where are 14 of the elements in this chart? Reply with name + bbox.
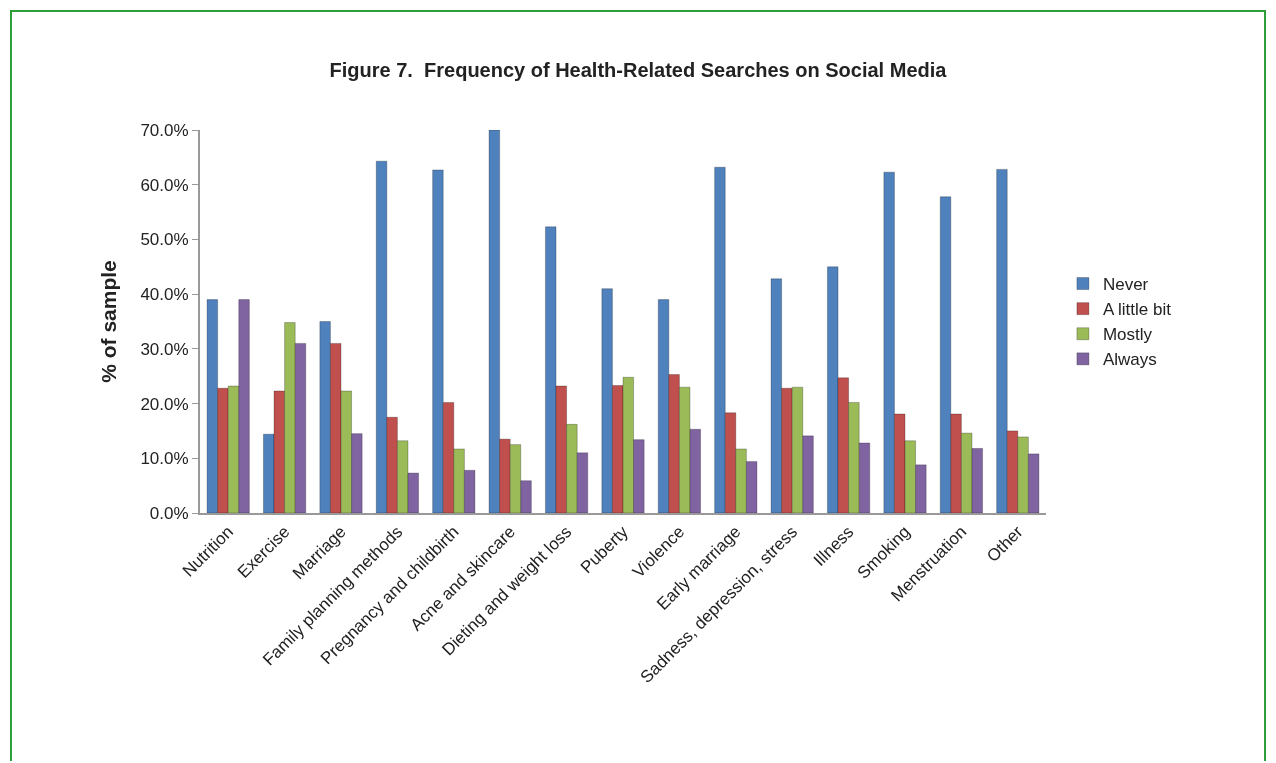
legend-label: Mostly xyxy=(1102,325,1153,345)
chart-title: Figure 7. Frequency of Health-Related Searches on Social Media xyxy=(329,58,948,81)
legend-label: Never xyxy=(1102,275,1149,295)
y-tick-label: 40.0% xyxy=(140,285,189,305)
y-tick-label: 30.0% xyxy=(140,339,189,359)
y-tick-label: 10.0% xyxy=(140,449,189,469)
legend-label: Always xyxy=(1102,350,1157,370)
y-axis-title: % of sample xyxy=(97,260,121,383)
y-tick-label: 50.0% xyxy=(140,230,189,250)
y-tick-label: 70.0% xyxy=(140,120,189,140)
y-tick-label: 60.0% xyxy=(140,175,189,195)
legend-label: A little bit xyxy=(1102,300,1172,320)
y-tick-label: 0.0% xyxy=(149,503,189,523)
y-tick-label: 20.0% xyxy=(140,394,189,414)
